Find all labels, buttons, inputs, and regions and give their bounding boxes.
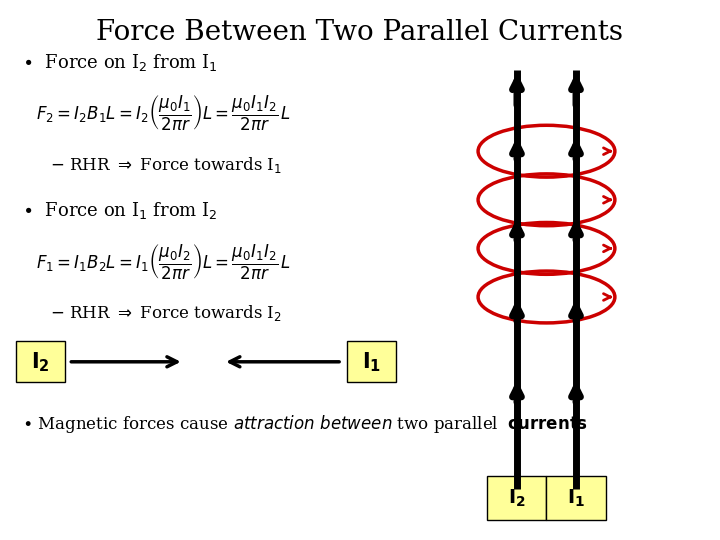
Text: $F_2 = I_2 B_1 L = I_2 \left(\dfrac{\mu_0 I_1}{2\pi r}\right)L = \dfrac{\mu_0 I_: $F_2 = I_2 B_1 L = I_2 \left(\dfrac{\mu_… xyxy=(36,94,291,133)
Text: $\mathbf{I_1}$: $\mathbf{I_1}$ xyxy=(567,488,585,509)
Text: $\mathbf{I_2}$: $\mathbf{I_2}$ xyxy=(31,350,50,374)
FancyBboxPatch shape xyxy=(487,476,546,520)
Text: Force Between Two Parallel Currents: Force Between Two Parallel Currents xyxy=(96,19,624,46)
Text: $F_1 = I_1 B_2 L = I_1 \left(\dfrac{\mu_0 I_2}{2\pi r}\right)L = \dfrac{\mu_0 I_: $F_1 = I_1 B_2 L = I_1 \left(\dfrac{\mu_… xyxy=(36,242,291,281)
Text: $-$ RHR $\Rightarrow$ Force towards I$_2$: $-$ RHR $\Rightarrow$ Force towards I$_2… xyxy=(50,303,282,323)
FancyBboxPatch shape xyxy=(16,341,65,382)
FancyBboxPatch shape xyxy=(546,476,606,520)
Text: $\mathbf{I_2}$: $\mathbf{I_2}$ xyxy=(508,488,526,509)
Text: $-$ RHR $\Rightarrow$ Force towards I$_1$: $-$ RHR $\Rightarrow$ Force towards I$_1… xyxy=(50,154,282,175)
Text: $\bullet$  Force on I$_1$ from I$_2$: $\bullet$ Force on I$_1$ from I$_2$ xyxy=(22,200,217,221)
Text: $\bullet$ Magnetic forces cause $\mathit{attraction\ between}$ two parallel  $\m: $\bullet$ Magnetic forces cause $\mathit… xyxy=(22,413,588,435)
Text: $\bullet$  Force on I$_2$ from I$_1$: $\bullet$ Force on I$_2$ from I$_1$ xyxy=(22,52,217,72)
Text: $\mathbf{I_1}$: $\mathbf{I_1}$ xyxy=(362,350,381,374)
FancyBboxPatch shape xyxy=(347,341,396,382)
